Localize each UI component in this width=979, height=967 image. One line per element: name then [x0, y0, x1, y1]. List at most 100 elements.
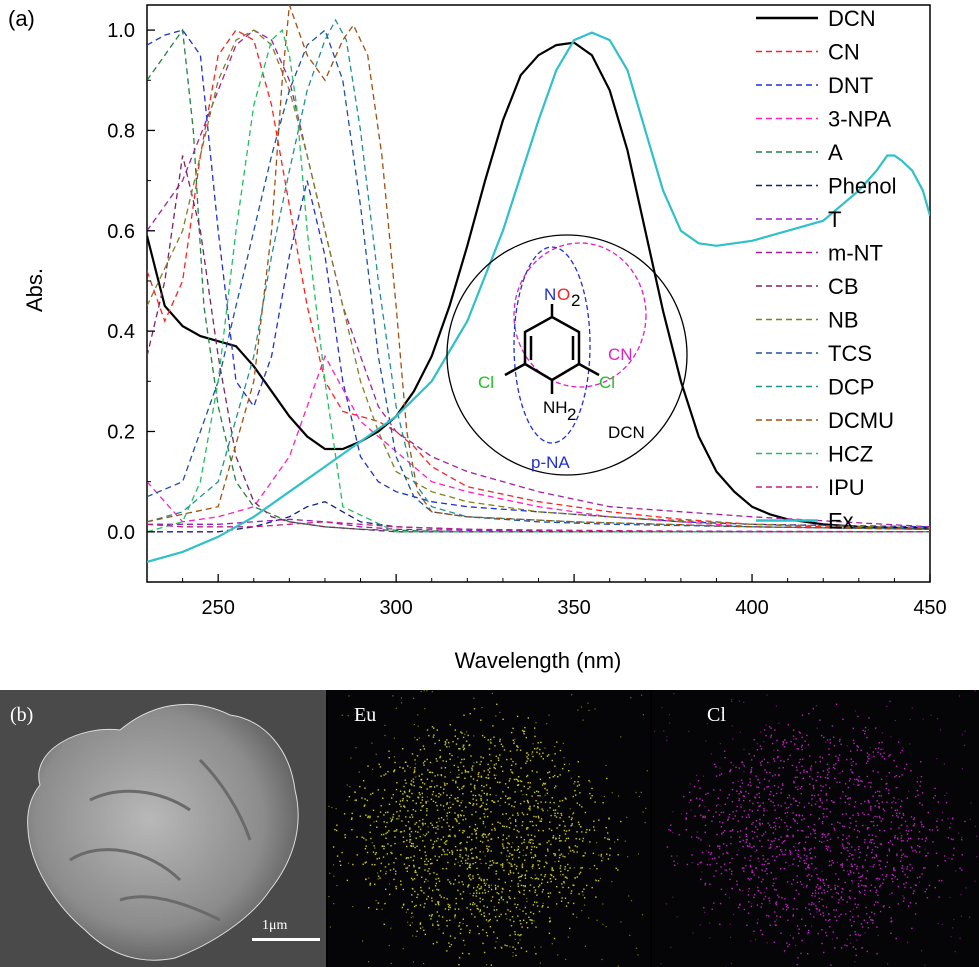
eds-dot — [911, 847, 913, 849]
eds-dot — [475, 799, 478, 801]
y-tick-label: 0.2 — [107, 421, 135, 443]
eds-dot — [961, 838, 963, 841]
eds-dot — [449, 881, 451, 883]
eds-dot — [563, 763, 566, 766]
eds-dot — [868, 827, 870, 829]
eds-dot — [473, 857, 475, 859]
eds-dot — [740, 806, 742, 808]
eds-dot — [546, 789, 548, 791]
eds-dot — [812, 786, 815, 788]
eds-dot — [364, 787, 366, 789]
eds-dot — [780, 805, 782, 807]
eds-dot — [586, 884, 588, 887]
eds-dot — [738, 888, 741, 891]
eds-dot — [750, 769, 752, 771]
eds-dot — [425, 833, 428, 835]
eds-dot — [462, 891, 465, 893]
eds-dot — [523, 733, 525, 735]
eds-dot — [478, 888, 481, 890]
eds-dot — [479, 858, 481, 861]
eds-dot — [440, 817, 443, 819]
eds-dot — [897, 741, 900, 743]
eds-dot — [637, 954, 639, 956]
eds-dot — [836, 781, 838, 783]
eds-dot — [552, 869, 554, 872]
eds-dot — [488, 913, 491, 915]
eds-dot — [479, 817, 481, 820]
eds-dot — [517, 784, 520, 786]
eds-dot — [738, 849, 740, 851]
eds-dot — [479, 910, 481, 912]
eds-dot — [754, 826, 757, 828]
eds-dot — [834, 947, 836, 949]
eds-dot — [894, 837, 896, 839]
eds-dot — [775, 924, 777, 926]
eds-dot — [974, 690, 976, 692]
eds-dot — [475, 837, 478, 839]
eds-dot — [821, 822, 824, 825]
eds-dot — [433, 734, 435, 736]
eds-dot — [519, 880, 521, 882]
eds-dot — [435, 801, 437, 804]
eds-dot — [796, 853, 798, 855]
eds-dot — [500, 743, 503, 745]
eds-dot — [444, 744, 446, 746]
eds-dot — [964, 820, 966, 823]
eds-dot — [759, 818, 761, 821]
eds-dot — [485, 883, 487, 885]
eds-dot — [477, 884, 480, 886]
eds-dot — [348, 796, 351, 798]
eds-dot — [620, 820, 622, 823]
eds-dot — [476, 779, 478, 782]
eds-dot — [443, 819, 445, 821]
eds-dot — [852, 858, 854, 860]
eds-dot — [514, 938, 516, 940]
eds-dot — [402, 798, 404, 800]
eds-dot — [810, 769, 812, 771]
eds-dot — [411, 912, 413, 914]
eds-dot — [885, 787, 887, 790]
eds-dot — [571, 817, 573, 819]
eds-dot — [569, 808, 571, 810]
eds-dot — [887, 841, 890, 844]
eds-dot — [356, 836, 358, 838]
eds-dot — [773, 760, 776, 762]
eds-dot — [485, 809, 487, 811]
eds-dot — [497, 757, 500, 759]
eds-dot — [391, 819, 393, 821]
eds-dot — [489, 793, 491, 796]
eds-dot — [486, 799, 488, 801]
eds-dot — [395, 830, 397, 832]
eds-dot — [509, 897, 511, 900]
eds-dot — [796, 925, 799, 927]
eds-dot — [419, 835, 421, 838]
legend-label: CN — [828, 40, 860, 65]
eds-dot — [484, 892, 487, 894]
eds-dot — [547, 810, 549, 812]
eds-dot — [823, 808, 825, 810]
eds-dot — [729, 830, 731, 832]
eds-dot — [476, 803, 478, 805]
eds-dot — [394, 836, 396, 838]
eds-dot — [852, 908, 854, 910]
eds-dot — [426, 758, 428, 761]
eds-dot — [760, 748, 763, 750]
eds-dot — [491, 864, 493, 866]
eds-dot — [711, 908, 713, 910]
eds-dot — [764, 860, 767, 862]
eds-dot — [894, 720, 896, 722]
eds-dot — [435, 832, 437, 834]
eds-dot — [437, 837, 439, 840]
eds-dot — [729, 862, 731, 864]
eds-dot — [529, 809, 531, 811]
eds-dot — [497, 821, 499, 823]
eds-dot — [717, 803, 719, 806]
eds-dot — [937, 864, 939, 867]
eds-dot — [630, 900, 633, 902]
eds-dot — [903, 883, 905, 885]
eds-dot — [417, 831, 419, 833]
eds-dot — [776, 915, 778, 917]
eds-dot — [458, 829, 461, 832]
eds-dot — [451, 850, 453, 852]
eds-dot — [918, 838, 920, 840]
